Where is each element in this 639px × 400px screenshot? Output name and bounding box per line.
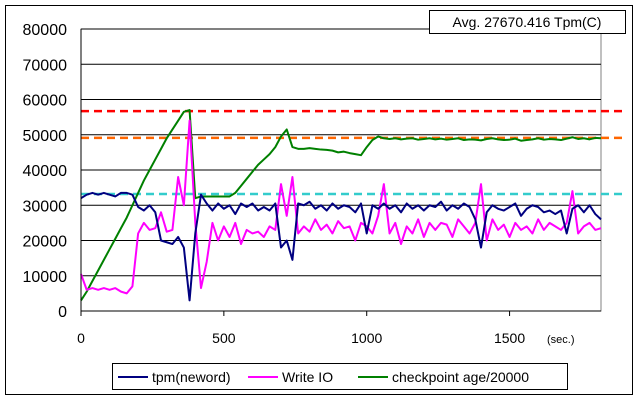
y-tick-label: 80000 bbox=[23, 22, 68, 39]
x-tick-label: 0 bbox=[77, 330, 85, 346]
y-tick-label: 0 bbox=[58, 304, 67, 321]
legend-entries: tpm(neword) Write IO checkpoint age/20000 bbox=[118, 369, 529, 385]
series-line-checkpoint-age-20000 bbox=[80, 109, 602, 301]
x-tick-labels: 0 500 1000 1500 bbox=[77, 330, 525, 346]
y-tick-label: 50000 bbox=[23, 128, 68, 145]
legend-label: checkpoint age/20000 bbox=[392, 369, 529, 385]
average-annotation: Avg. 27670.416 Tpm(C) bbox=[453, 14, 602, 30]
legend-label: tpm(neword) bbox=[152, 369, 231, 385]
y-tick-label: 40000 bbox=[23, 163, 68, 180]
x-tick-label: 500 bbox=[212, 330, 236, 346]
x-tick-label: 1500 bbox=[494, 330, 525, 346]
series-line-tpm-neword- bbox=[80, 191, 602, 302]
series-line-write-io bbox=[80, 119, 602, 295]
x-axis-label: (sec.) bbox=[547, 334, 575, 346]
y-tick-labels: 0 10000 20000 30000 40000 50000 60000 70000 8000… bbox=[23, 22, 68, 321]
y-tick-label: 60000 bbox=[23, 93, 68, 110]
y-tick-label: 10000 bbox=[23, 269, 68, 286]
y-tick-label: 30000 bbox=[23, 198, 68, 215]
legend bbox=[112, 363, 568, 390]
y-tick-label: 70000 bbox=[23, 57, 68, 74]
x-tick-label: 1000 bbox=[351, 330, 382, 346]
series-lines bbox=[80, 109, 602, 302]
annotation-box bbox=[429, 10, 626, 34]
legend-label: Write IO bbox=[282, 369, 333, 385]
y-tick-label: 20000 bbox=[23, 234, 68, 251]
